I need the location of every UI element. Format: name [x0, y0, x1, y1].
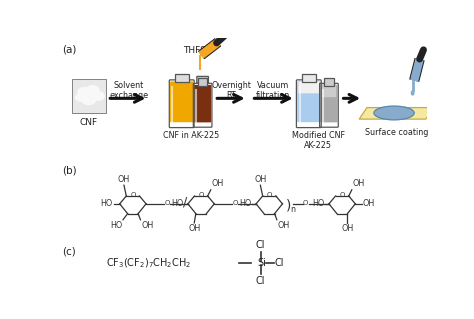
Bar: [198, 78, 207, 85]
Text: ): ): [285, 198, 291, 212]
FancyBboxPatch shape: [320, 85, 337, 122]
Text: O: O: [266, 192, 272, 198]
FancyBboxPatch shape: [297, 81, 320, 122]
Text: (b): (b): [63, 165, 77, 175]
Ellipse shape: [91, 91, 105, 101]
Bar: [324, 78, 334, 85]
Ellipse shape: [86, 85, 100, 95]
Text: Vacuum
filtration: Vacuum filtration: [256, 81, 290, 100]
Text: CNF: CNF: [80, 118, 98, 127]
FancyBboxPatch shape: [194, 85, 211, 122]
Text: O: O: [130, 192, 136, 198]
Text: OH: OH: [141, 221, 154, 230]
FancyBboxPatch shape: [298, 82, 319, 93]
Text: O: O: [232, 200, 238, 206]
Text: (c): (c): [63, 246, 76, 256]
Text: OH: OH: [211, 179, 224, 188]
Ellipse shape: [75, 93, 87, 102]
FancyBboxPatch shape: [321, 84, 337, 97]
Text: O: O: [339, 192, 345, 198]
Text: HO: HO: [312, 199, 324, 208]
Text: O: O: [199, 192, 204, 198]
Text: HO: HO: [171, 199, 183, 208]
Text: OH: OH: [254, 175, 266, 184]
Text: $\mathregular{CF_3(CF_2)_7CH_2CH_2}$: $\mathregular{CF_3(CF_2)_7CH_2CH_2}$: [106, 256, 191, 270]
Text: HO: HO: [100, 199, 113, 208]
Text: n: n: [290, 205, 295, 214]
Ellipse shape: [81, 94, 96, 105]
Ellipse shape: [374, 106, 414, 120]
Text: CNF in AK-225: CNF in AK-225: [163, 131, 219, 140]
Text: OH: OH: [188, 225, 201, 234]
Text: OH: OH: [341, 225, 354, 234]
Text: Si: Si: [257, 258, 266, 268]
Text: Cl: Cl: [275, 258, 284, 268]
Text: THFS: THFS: [183, 46, 206, 55]
FancyBboxPatch shape: [170, 81, 193, 122]
Bar: [302, 74, 316, 82]
Ellipse shape: [77, 87, 92, 98]
Text: (a): (a): [63, 44, 77, 55]
Text: Solvent
exchange: Solvent exchange: [109, 81, 148, 100]
Text: HO: HO: [239, 199, 251, 208]
Text: Surface coating: Surface coating: [365, 128, 428, 137]
Text: /: /: [183, 195, 188, 208]
Text: O: O: [164, 200, 170, 206]
Text: OH: OH: [278, 221, 290, 230]
Text: Overnight
RT: Overnight RT: [211, 81, 251, 100]
Text: O: O: [303, 200, 309, 206]
Ellipse shape: [82, 88, 100, 101]
Text: Cl: Cl: [256, 276, 265, 286]
Text: HO: HO: [110, 221, 122, 230]
Text: Modified CNF
AK-225: Modified CNF AK-225: [292, 131, 345, 150]
Text: OH: OH: [118, 175, 130, 184]
FancyBboxPatch shape: [197, 76, 209, 83]
FancyBboxPatch shape: [72, 79, 106, 113]
Text: OH: OH: [353, 179, 365, 188]
Ellipse shape: [410, 90, 415, 96]
Bar: [175, 74, 189, 82]
Text: OH: OH: [362, 199, 374, 208]
Text: Cl: Cl: [256, 240, 265, 250]
Polygon shape: [359, 108, 434, 119]
